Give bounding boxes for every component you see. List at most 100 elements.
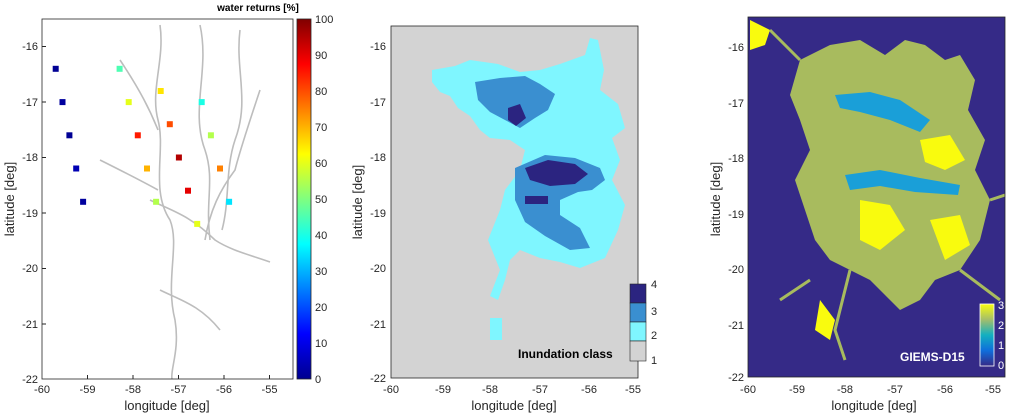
x-axis-label: longitude [deg]: [124, 398, 209, 413]
xtick-label: -60: [740, 384, 756, 396]
wetland-yellow-patch: [815, 300, 835, 340]
track-point: [226, 198, 233, 205]
xtick-label: -56: [216, 384, 232, 396]
track-point: [185, 187, 191, 194]
ytick-label: -18: [22, 152, 38, 164]
legend-label: 2: [998, 320, 1004, 332]
ytick-label: -17: [22, 97, 38, 109]
cbar-tick: 90: [315, 50, 327, 62]
track-point: [144, 165, 150, 172]
legend-title: Inundation class: [518, 347, 613, 361]
ytick-label: -22: [22, 374, 38, 386]
xtick-label: -57: [171, 384, 187, 396]
legend-label: 1: [998, 340, 1004, 352]
y-axis-label: latitude [deg]: [708, 162, 723, 236]
plot-frame-1: [41, 18, 294, 380]
ytick-label: -19: [728, 209, 744, 221]
ytick-label: -18: [728, 153, 744, 165]
cbar-tick: 60: [315, 158, 327, 170]
y-axis-3: -16 -17 -18 -19 -20 -21 -22 latitude [de…: [708, 42, 744, 384]
legend-label: 0: [998, 360, 1004, 372]
cbar-tick: 70: [315, 122, 327, 134]
cbar-tick: 30: [315, 266, 327, 278]
colorbar-water-returns: water returns [%] 0 10 20 30 40 50 60 70…: [216, 3, 333, 386]
legend-title: GIEMS-D15: [900, 350, 965, 364]
plot-frame-2: [390, 25, 639, 379]
x-axis-2: -60 -59 -58 -57 -56 -55 longitude [deg]: [383, 384, 641, 413]
ytick-label: -20: [370, 263, 386, 275]
track-point: [73, 165, 80, 172]
xtick-label: -58: [482, 384, 498, 396]
inundation-map: [432, 38, 625, 340]
y-axis-2: -16 -17 -18 -19 -20 -21 -22 latitude [de…: [350, 41, 386, 385]
wetland-yellow-patch: [920, 135, 965, 170]
x-axis-label: longitude [deg]: [831, 398, 916, 413]
x-axis-label: longitude [deg]: [471, 398, 556, 413]
track-point: [116, 65, 123, 72]
cbar-tick: 100: [315, 14, 333, 26]
panel-giems-d15: -16 -17 -18 -19 -20 -21 -22 latitude [de…: [708, 16, 1006, 413]
x-axis-1: -60 -59 -58 -57 -56 -55 longitude [deg]: [34, 375, 277, 413]
track-point: [207, 132, 214, 139]
cbar-tick: 0: [315, 374, 321, 386]
legend-label: 3: [651, 306, 657, 318]
ytick-label: -19: [22, 208, 38, 220]
track-point: [59, 99, 66, 106]
track-point: [175, 154, 182, 161]
track-point: [80, 198, 87, 205]
ytick-label: -21: [370, 319, 386, 331]
giems-map: [750, 20, 1005, 361]
inundation-legend: Inundation class 4 3 2 1: [518, 279, 657, 367]
ytick-label: -22: [728, 372, 744, 384]
track-point: [52, 65, 59, 72]
ytick-label: -17: [370, 97, 386, 109]
ytick-label: -20: [728, 264, 744, 276]
satellite-track-markers: [52, 65, 233, 227]
wetland-blue-channel: [845, 170, 960, 195]
river-network-1: [99, 24, 271, 379]
xtick-label: -55: [985, 384, 1001, 396]
track-point: [194, 220, 201, 227]
xtick-label: -59: [789, 384, 805, 396]
ytick-label: -16: [22, 41, 38, 53]
wetland-yellow-patch: [860, 200, 905, 250]
wetland-blue-channel: [835, 92, 930, 132]
xtick-label: -60: [383, 384, 399, 396]
legend-swatch-1: [629, 340, 647, 362]
cbar-tick: 20: [315, 302, 327, 314]
ytick-label: -16: [370, 41, 386, 53]
track-point: [198, 99, 205, 106]
plot-area-1: [42, 19, 293, 379]
legend-label: 4: [651, 279, 657, 291]
xtick-label: -59: [80, 384, 96, 396]
xtick-label: -55: [625, 384, 641, 396]
track-point: [125, 99, 132, 106]
colorbar-title: water returns [%]: [216, 3, 299, 14]
wetland-tributary: [768, 28, 1005, 361]
ytick-label: -17: [728, 98, 744, 110]
plot-frame-3: [747, 16, 1006, 378]
legend-swatch-3: [629, 302, 647, 323]
xtick-label: -56: [581, 384, 597, 396]
track-point: [166, 121, 173, 128]
ytick-label: -18: [370, 152, 386, 164]
ytick-label: -19: [370, 208, 386, 220]
track-point: [134, 132, 141, 139]
xtick-label: -58: [125, 384, 141, 396]
legend-swatch-2: [629, 321, 647, 342]
xtick-label: -60: [34, 384, 50, 396]
xtick-label: -57: [532, 384, 548, 396]
cbar-tick: 40: [315, 230, 327, 242]
xtick-label: -58: [837, 384, 853, 396]
ytick-label: -16: [728, 42, 744, 54]
y-axis-label: latitude [deg]: [2, 162, 17, 236]
xtick-label: -56: [937, 384, 953, 396]
xtick-label: -59: [435, 384, 451, 396]
class-4-region: [508, 104, 526, 126]
x-axis-3: -60 -59 -58 -57 -56 -55 longitude [deg]: [740, 384, 1001, 413]
cbar-tick: 10: [315, 338, 327, 350]
ytick-label: -21: [728, 320, 744, 332]
track-point: [157, 88, 164, 94]
class-2-patch: [490, 318, 502, 340]
